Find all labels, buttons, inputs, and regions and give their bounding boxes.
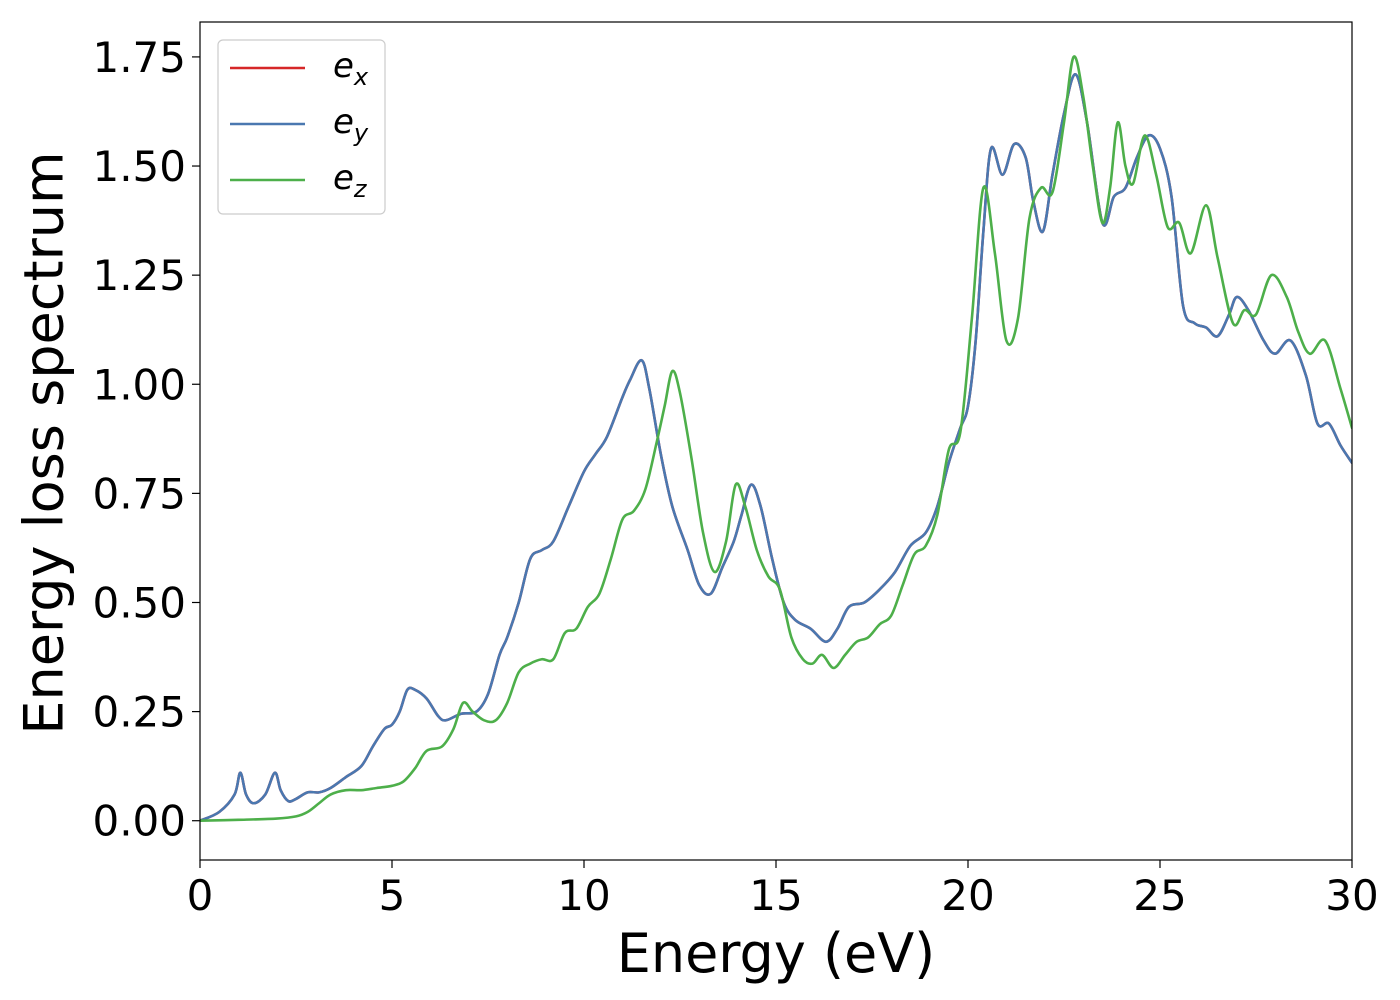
y-axis-label: Energy loss spectrum [13, 151, 76, 734]
x-tick-label: 15 [749, 871, 802, 920]
y-axis-ticks: 0.00 0.25 0.50 0.75 1.00 1.25 1.50 1.75 [92, 33, 200, 846]
y-tick-label: 0.50 [92, 578, 186, 627]
y-tick-label: 0.75 [92, 469, 186, 518]
legend-label-z: ez [333, 158, 368, 203]
x-tick-label: 20 [941, 871, 994, 920]
series-line-e-z [200, 55, 1352, 823]
y-tick-label: 1.25 [92, 251, 186, 300]
x-tick-label: 5 [379, 871, 406, 920]
x-axis-ticks: 0 5 10 15 20 25 30 [187, 860, 1379, 920]
y-tick-label: 1.50 [92, 142, 186, 191]
legend-box [217, 39, 386, 215]
x-tick-label: 0 [187, 871, 214, 920]
series-line-e-y [200, 73, 1352, 823]
y-tick-label: 0.00 [92, 797, 186, 846]
legend-label-x: ex [333, 46, 369, 91]
x-tick-label: 25 [1133, 871, 1186, 920]
series-layer [200, 55, 1352, 823]
x-axis-label: Energy (eV) [617, 922, 936, 985]
legend: ex ey ez [217, 39, 386, 215]
y-tick-label: 0.25 [92, 688, 186, 737]
x-tick-label: 30 [1325, 871, 1378, 920]
y-tick-label: 1.75 [92, 33, 186, 82]
y-tick-label: 1.00 [92, 360, 186, 409]
legend-label-y: ey [333, 102, 369, 147]
x-tick-label: 10 [557, 871, 610, 920]
